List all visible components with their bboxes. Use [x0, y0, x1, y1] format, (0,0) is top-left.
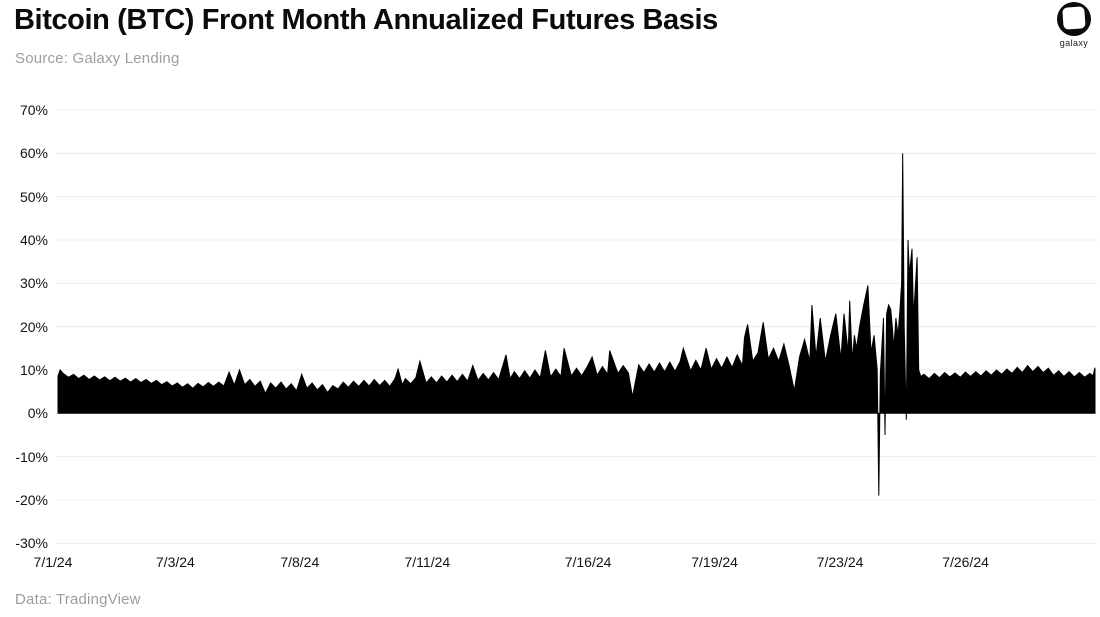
y-tick-label: -30%	[15, 535, 48, 552]
x-tick-label: 7/19/24	[691, 554, 738, 570]
page-title: Bitcoin (BTC) Front Month Annualized Fut…	[14, 4, 718, 36]
y-tick-label: 0%	[27, 405, 48, 422]
y-tick-label: 30%	[19, 275, 48, 292]
y-tick-label: 20%	[19, 318, 48, 335]
y-tick-label: 70%	[19, 102, 48, 118]
x-tick-label: 7/8/24	[280, 554, 320, 570]
galaxy-logo-icon	[1057, 2, 1091, 36]
x-tick-label: 7/16/24	[564, 554, 612, 570]
x-tick-label: 7/11/24	[404, 554, 451, 570]
x-tick-label: 7/3/24	[155, 554, 195, 570]
y-tick-label: 40%	[19, 231, 48, 248]
y-tick-label: 10%	[19, 361, 48, 378]
x-tick-label: 7/1/24	[33, 554, 73, 570]
y-tick-label: 60%	[19, 145, 48, 162]
y-tick-label: -10%	[15, 448, 48, 465]
y-tick-label: 50%	[19, 188, 48, 205]
basis-area-series	[57, 153, 1096, 496]
data-attribution: Data: TradingView	[15, 591, 141, 608]
x-tick-label: 7/23/24	[816, 554, 864, 570]
galaxy-logo-label: galaxy	[1059, 38, 1089, 48]
x-tick-label: 7/26/24	[942, 554, 989, 570]
source-note: Source: Galaxy Lending	[15, 50, 180, 67]
galaxy-logo: galaxy	[1050, 2, 1098, 48]
gridlines	[56, 109, 1097, 544]
y-tick-label: -20%	[15, 491, 48, 508]
